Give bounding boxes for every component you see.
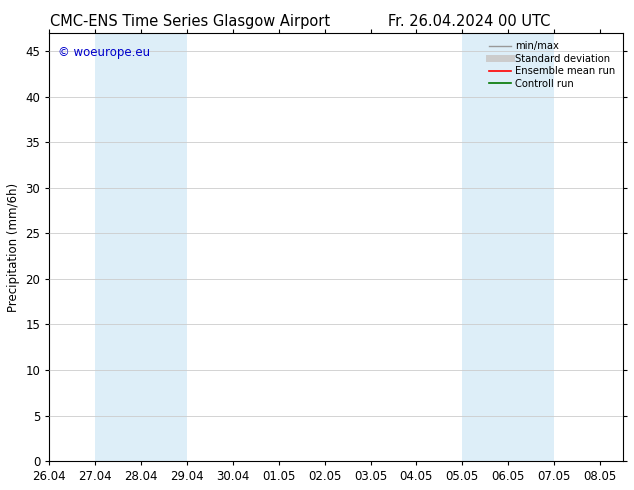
Text: CMC-ENS Time Series Glasgow Airport: CMC-ENS Time Series Glasgow Airport bbox=[50, 14, 330, 29]
Legend: min/max, Standard deviation, Ensemble mean run, Controll run: min/max, Standard deviation, Ensemble me… bbox=[486, 38, 618, 92]
Bar bbox=[462, 33, 554, 461]
Y-axis label: Precipitation (mm/6h): Precipitation (mm/6h) bbox=[7, 183, 20, 312]
Text: © woeurope.eu: © woeurope.eu bbox=[58, 46, 150, 59]
Bar bbox=[95, 33, 187, 461]
Title: CMC-ENS Time Series Glasgow Airport      Fr. 26.04.2024 00 UTC: CMC-ENS Time Series Glasgow Airport Fr. … bbox=[0, 489, 1, 490]
Text: Fr. 26.04.2024 00 UTC: Fr. 26.04.2024 00 UTC bbox=[388, 14, 550, 29]
